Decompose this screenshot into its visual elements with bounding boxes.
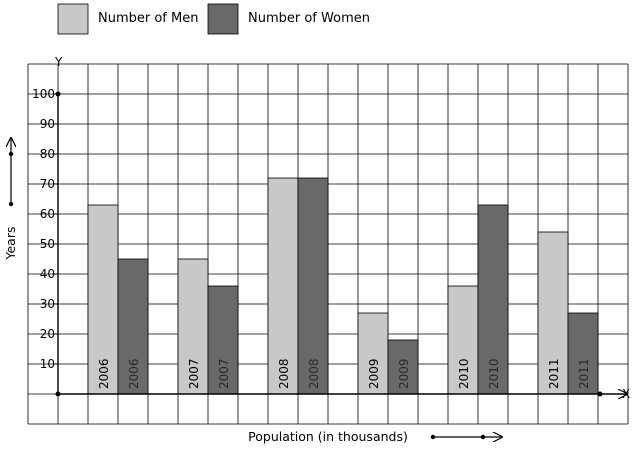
bar-men-2008 — [267, 177, 299, 395]
bar-men-2006 — [87, 204, 119, 395]
y-tick-label-40: 40 — [40, 267, 55, 281]
bar-women-2008 — [297, 177, 329, 395]
bar-label-men-2010: 2010 — [457, 358, 471, 389]
y-tick-label-90: 90 — [40, 117, 55, 131]
y-tick-label-30: 30 — [40, 297, 55, 311]
axes: 10 20 30 40 50 60 70 80 90 100 Y X — [32, 55, 630, 401]
bar-label-women-2008: 2008 — [307, 358, 321, 389]
legend: Number of Men Number of Women — [57, 3, 370, 35]
x-axis-end-dot — [597, 391, 603, 397]
y-tick-label-20: 20 — [40, 327, 55, 341]
y-tick-label-50: 50 — [40, 237, 55, 251]
x-axis-title: Population (in thousands) — [248, 429, 408, 444]
y-tick-label-60: 60 — [40, 207, 55, 221]
bar-women-2007 — [207, 285, 239, 395]
bar-label-women-2011: 2011 — [577, 358, 591, 389]
bar-label-men-2006: 2006 — [97, 358, 111, 389]
legend-label-women: Number of Women — [248, 11, 370, 26]
y-axis-letter: Y — [54, 55, 63, 69]
bar-label-women-2006: 2006 — [127, 358, 141, 389]
x-axis-letter: X — [622, 387, 630, 401]
legend-swatch-women — [207, 3, 239, 35]
bar-women-2010 — [477, 204, 509, 395]
y-tick-label-10: 10 — [40, 357, 55, 371]
bar-men-2010 — [447, 285, 479, 395]
y-axis-title: Years — [3, 227, 18, 261]
origin-dot — [55, 391, 61, 397]
y-axis-title-arrow-dot — [8, 151, 14, 157]
x-axis-title-arrow-dot — [430, 434, 436, 440]
y-tick-label-100: 100 — [32, 87, 55, 101]
bar-label-women-2009: 2009 — [397, 358, 411, 389]
axis-labels: Population (in thousands) Years — [3, 138, 502, 444]
x-axis-title-arrow-dot — [480, 434, 486, 440]
bar-label-men-2009: 2009 — [367, 358, 381, 389]
bar-men-2011 — [537, 231, 569, 395]
bar-label-men-2011: 2011 — [547, 358, 561, 389]
bar-women-2006 — [117, 258, 149, 395]
bar-label-men-2007: 2007 — [187, 358, 201, 389]
bars: 2006 2006 2007 2007 2008 2008 2009 2009 2010 2010… — [87, 177, 599, 395]
legend-swatch-men — [57, 3, 89, 35]
y-tick-label-70: 70 — [40, 177, 55, 191]
bar-label-women-2007: 2007 — [217, 358, 231, 389]
y-axis-title-arrow-dot — [8, 201, 14, 207]
bar-women-2009 — [387, 339, 419, 395]
bar-women-2011 — [567, 312, 599, 395]
bar-label-women-2010: 2010 — [487, 358, 501, 389]
legend-label-men: Number of Men — [98, 11, 198, 26]
y-tick-label-80: 80 — [40, 147, 55, 161]
bar-label-men-2008: 2008 — [277, 358, 291, 389]
